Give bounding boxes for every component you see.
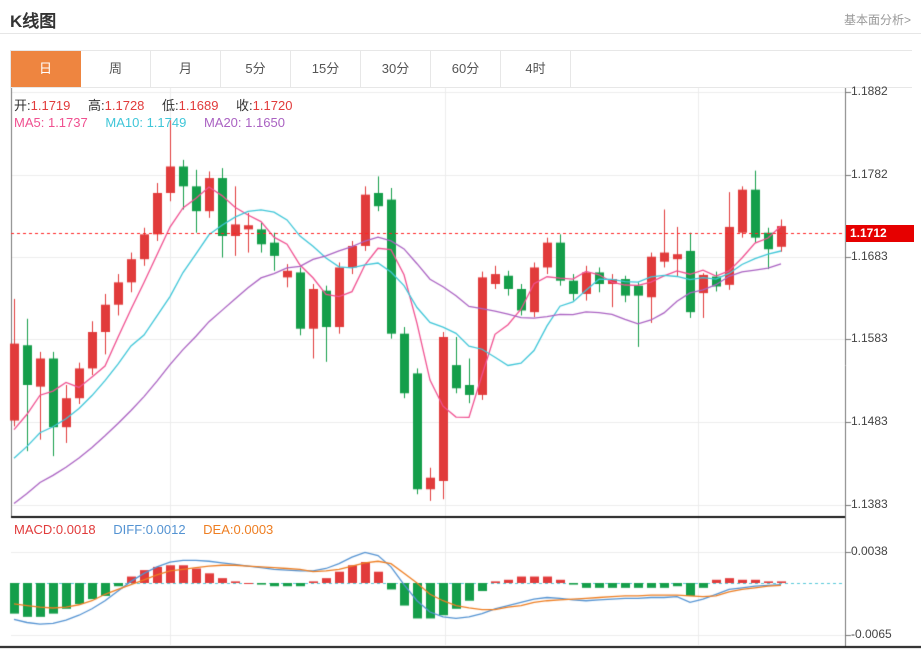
header-divider (0, 33, 921, 34)
dea-value: 0.0003 (233, 522, 274, 537)
y-axis-label: 1.1882 (851, 84, 888, 98)
high-value: 1.1728 (104, 98, 145, 113)
tab-4hour[interactable]: 4时 (501, 51, 571, 87)
ma20-value: 1.1650 (245, 115, 285, 130)
close-value: 1.1720 (252, 98, 293, 113)
y-axis-label: 1.1483 (851, 414, 888, 429)
macd-legend: MACD:0.0018 DIFF:0.0012 DEA:0.0003 (14, 522, 273, 537)
ma5-label: MA5: (14, 115, 45, 130)
ma20-label: MA20: (203, 115, 242, 130)
tab-30min[interactable]: 30分 (361, 51, 431, 87)
y-axis-label: -0.0065 (851, 627, 892, 642)
macd-value: 0.0018 (55, 522, 96, 537)
tab-bar-filler (571, 51, 912, 87)
open-value: 1.1719 (30, 98, 71, 113)
tab-5min[interactable]: 5分 (221, 51, 291, 87)
low-label: 低: (162, 98, 179, 113)
ohlc-legend: 开:1.1719 高:1.1728 低:1.1689 收:1.1720 (14, 95, 292, 114)
ma10-value: 1.1749 (146, 115, 187, 130)
current-price-tag: 1.1712 (846, 224, 914, 242)
y-axis-label: 1.1383 (851, 497, 888, 511)
diff-label: DIFF: (113, 522, 146, 537)
y-axis-label: 1.1683 (851, 248, 888, 263)
y-axis-label: 0.0038 (851, 544, 888, 559)
macd-label: MACD: (14, 522, 56, 537)
ma-legend: MA5: 1.1737 MA10: 1.1749 MA20: 1.1650 (14, 115, 285, 130)
period-tab-bar: 日周月 5分 15分 30分 60分 4时 (10, 50, 912, 88)
tab-60min[interactable]: 60分 (431, 51, 501, 87)
high-label: 高: (88, 98, 105, 113)
low-value: 1.1689 (178, 98, 219, 113)
page-title: K线图 (10, 12, 57, 31)
fundamental-analysis-link[interactable]: 基本面分析> (843, 13, 911, 27)
open-label: 开: (14, 98, 31, 113)
dea-label: DEA: (203, 522, 234, 537)
close-label: 收: (236, 98, 253, 113)
ma10-label: MA10: (105, 115, 143, 130)
tab-week[interactable]: 周 (81, 51, 151, 87)
ma5-value: 1.1737 (47, 115, 88, 130)
y-axis-label: 1.1782 (851, 166, 888, 181)
diff-value: 0.0012 (145, 522, 186, 537)
y-axis-label: 1.1583 (851, 331, 888, 346)
tab-day[interactable]: 日 (11, 51, 81, 87)
tab-15min[interactable]: 15分 (291, 51, 361, 87)
tab-month[interactable]: 月 (151, 51, 221, 87)
